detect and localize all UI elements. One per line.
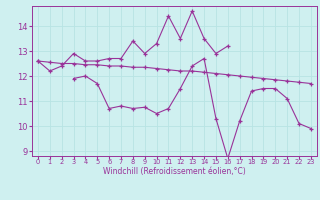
X-axis label: Windchill (Refroidissement éolien,°C): Windchill (Refroidissement éolien,°C) [103,167,246,176]
